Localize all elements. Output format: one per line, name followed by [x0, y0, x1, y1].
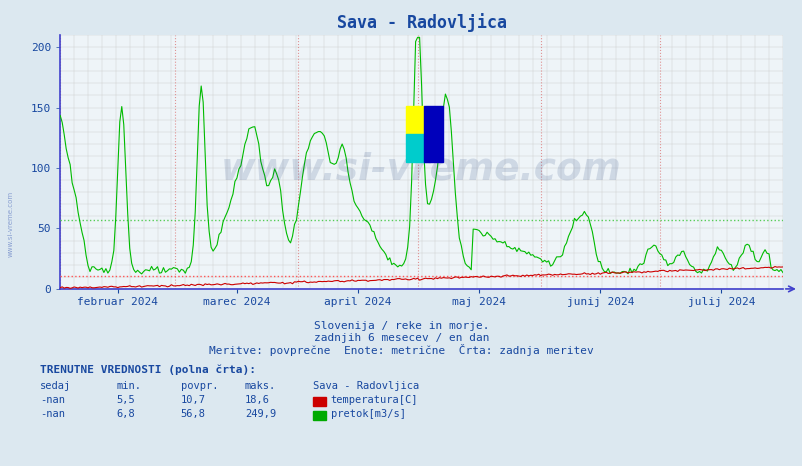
- Text: maks.: maks.: [245, 381, 276, 391]
- Polygon shape: [405, 134, 424, 162]
- Text: 5,5: 5,5: [116, 395, 135, 405]
- Text: TRENUTNE VREDNOSTI (polna črta):: TRENUTNE VREDNOSTI (polna črta):: [40, 364, 256, 375]
- Text: www.si-vreme.com: www.si-vreme.com: [221, 151, 622, 187]
- Text: Sava - Radovljica: Sava - Radovljica: [313, 381, 419, 391]
- Text: temperatura[C]: temperatura[C]: [330, 395, 418, 405]
- Polygon shape: [405, 106, 424, 134]
- Text: pretok[m3/s]: pretok[m3/s]: [330, 409, 405, 419]
- Text: -nan: -nan: [40, 409, 65, 419]
- Text: 56,8: 56,8: [180, 409, 205, 419]
- Text: 249,9: 249,9: [245, 409, 276, 419]
- Text: -nan: -nan: [40, 395, 65, 405]
- Text: Meritve: povprečne  Enote: metrične  Črta: zadnja meritev: Meritve: povprečne Enote: metrične Črta:…: [209, 344, 593, 356]
- Text: Slovenija / reke in morje.: Slovenija / reke in morje.: [314, 321, 488, 330]
- Text: zadnjih 6 mesecev / en dan: zadnjih 6 mesecev / en dan: [314, 333, 488, 343]
- Text: 6,8: 6,8: [116, 409, 135, 419]
- Text: sedaj: sedaj: [40, 381, 71, 391]
- Text: www.si-vreme.com: www.si-vreme.com: [7, 191, 14, 257]
- Text: 18,6: 18,6: [245, 395, 269, 405]
- Text: povpr.: povpr.: [180, 381, 218, 391]
- Polygon shape: [424, 106, 443, 162]
- Title: Sava - Radovljica: Sava - Radovljica: [336, 13, 506, 32]
- Text: min.: min.: [116, 381, 141, 391]
- Text: 10,7: 10,7: [180, 395, 205, 405]
